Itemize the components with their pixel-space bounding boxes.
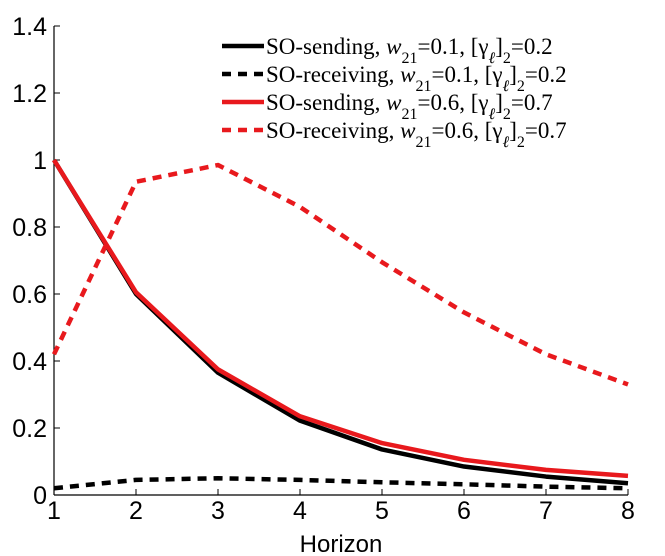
y-tick-label: 0.2 [12,415,47,443]
x-axis-title: Horizon [300,531,383,556]
legend: SO-sending, w21=0.1, [γℓ]2=0.2SO-receivi… [222,34,567,151]
x-tick-label: 4 [293,497,307,525]
series-line-2 [53,476,629,491]
axes [53,25,629,496]
legend-label-1: SO-sending, w21=0.1, [γℓ]2=0.2 [266,34,553,67]
x-tick-label: 8 [621,497,635,525]
series-line-1 [52,158,629,486]
y-tick-label: 1 [33,147,47,175]
x-tick-label: 7 [539,497,553,525]
y-tick-label: 0.8 [12,214,47,242]
legend-label-3: SO-sending, w21=0.6, [γℓ]2=0.7 [266,90,553,123]
legend-label-4: SO-receiving, w21=0.6, [γℓ]2=0.7 [266,118,567,151]
y-tick-label: 1.4 [12,13,47,41]
x-tick-label: 2 [129,497,143,525]
x-tick-label: 5 [375,497,389,525]
tick-labels: 1 2 3 4 5 6 7 8 0 0.2 0.4 0.6 0.8 1 1.2 1.4 [12,13,635,525]
y-tick-label: 0 [33,482,47,510]
x-tick-label: 3 [211,497,225,525]
y-tick-label: 0.4 [12,348,47,376]
series-line-3 [52,158,629,479]
legend-label-2: SO-receiving, w21=0.1, [γℓ]2=0.2 [266,62,567,95]
y-tick-label: 1.2 [12,80,47,108]
y-tick-label: 0.6 [12,281,47,309]
series-lines [51,158,629,491]
series-line-4 [51,162,629,387]
x-tick-label: 6 [457,497,471,525]
x-tick-label: 1 [47,497,61,525]
